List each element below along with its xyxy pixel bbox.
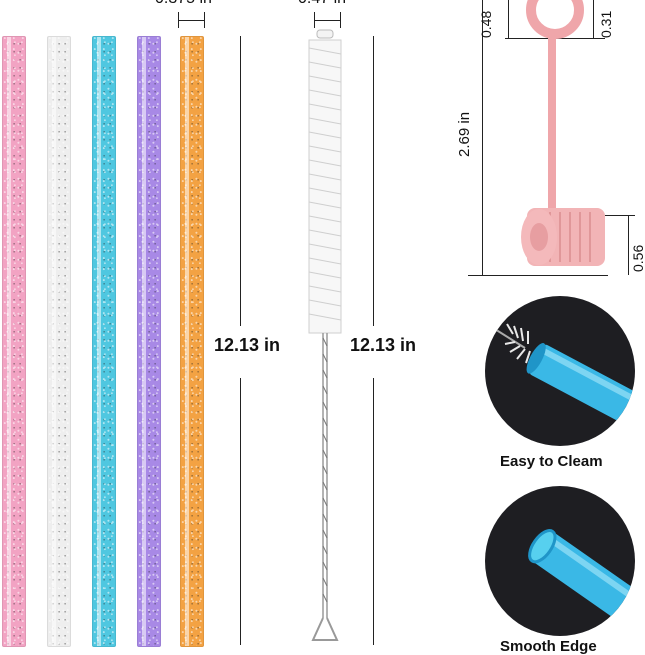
cleaning-brush bbox=[308, 29, 342, 641]
brush-wire bbox=[322, 333, 328, 618]
brush-length-line-top bbox=[373, 36, 374, 326]
straw-length-label: 12.13 in bbox=[214, 335, 281, 355]
straw-length-line-bottom bbox=[240, 378, 241, 645]
topper-ring bbox=[526, 0, 584, 39]
topper-frame-left-line bbox=[482, 0, 483, 275]
brush-loop bbox=[311, 617, 339, 641]
topper-base-dim-line bbox=[628, 215, 629, 275]
straw-orange bbox=[180, 36, 204, 647]
straw-pink bbox=[2, 36, 26, 647]
topper-base-dim-top bbox=[605, 215, 635, 216]
straw-diameter-indicator bbox=[178, 6, 206, 28]
brush-tip-icon bbox=[489, 323, 531, 364]
topper-top-dim-line bbox=[508, 0, 509, 38]
topper-ring-dim-line bbox=[593, 0, 594, 38]
topper-top-label: 0.48 bbox=[478, 10, 494, 38]
straw-white bbox=[47, 36, 71, 647]
brush-diameter-label: 0.47 in bbox=[298, 0, 346, 8]
topper-base-label: 0.56 in bbox=[630, 244, 645, 272]
feature-clean-caption: Easy to Cleam bbox=[500, 453, 603, 470]
feature-edge-caption: Smooth Edge bbox=[500, 638, 597, 655]
topper-stem bbox=[548, 34, 556, 214]
feature-edge-image bbox=[485, 486, 635, 636]
straw-topper bbox=[521, 0, 605, 266]
topper-frame-bottom-line bbox=[468, 275, 608, 276]
brush-length-line-bottom bbox=[373, 378, 374, 645]
straw-purple bbox=[137, 36, 161, 647]
feature-clean-image bbox=[485, 296, 635, 446]
straw-diameter-label: 0.375 in bbox=[155, 0, 212, 8]
brush-length-label: 12.13 in bbox=[350, 335, 417, 355]
straw-opening-icon bbox=[528, 529, 557, 564]
topper-length-label: 2.69 in bbox=[456, 111, 473, 157]
brush-diameter-indicator bbox=[314, 6, 342, 28]
straw-blue bbox=[92, 36, 116, 647]
straw-length-line-top bbox=[240, 36, 241, 326]
brush-bristles bbox=[308, 39, 342, 334]
